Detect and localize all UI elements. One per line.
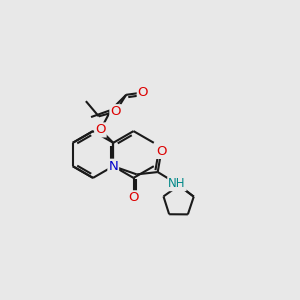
Text: O: O xyxy=(138,86,148,99)
Text: O: O xyxy=(128,191,139,204)
Text: NH: NH xyxy=(168,177,186,190)
Text: O: O xyxy=(156,145,166,158)
Text: O: O xyxy=(110,105,121,118)
Text: N: N xyxy=(108,160,118,173)
Text: O: O xyxy=(95,123,106,136)
